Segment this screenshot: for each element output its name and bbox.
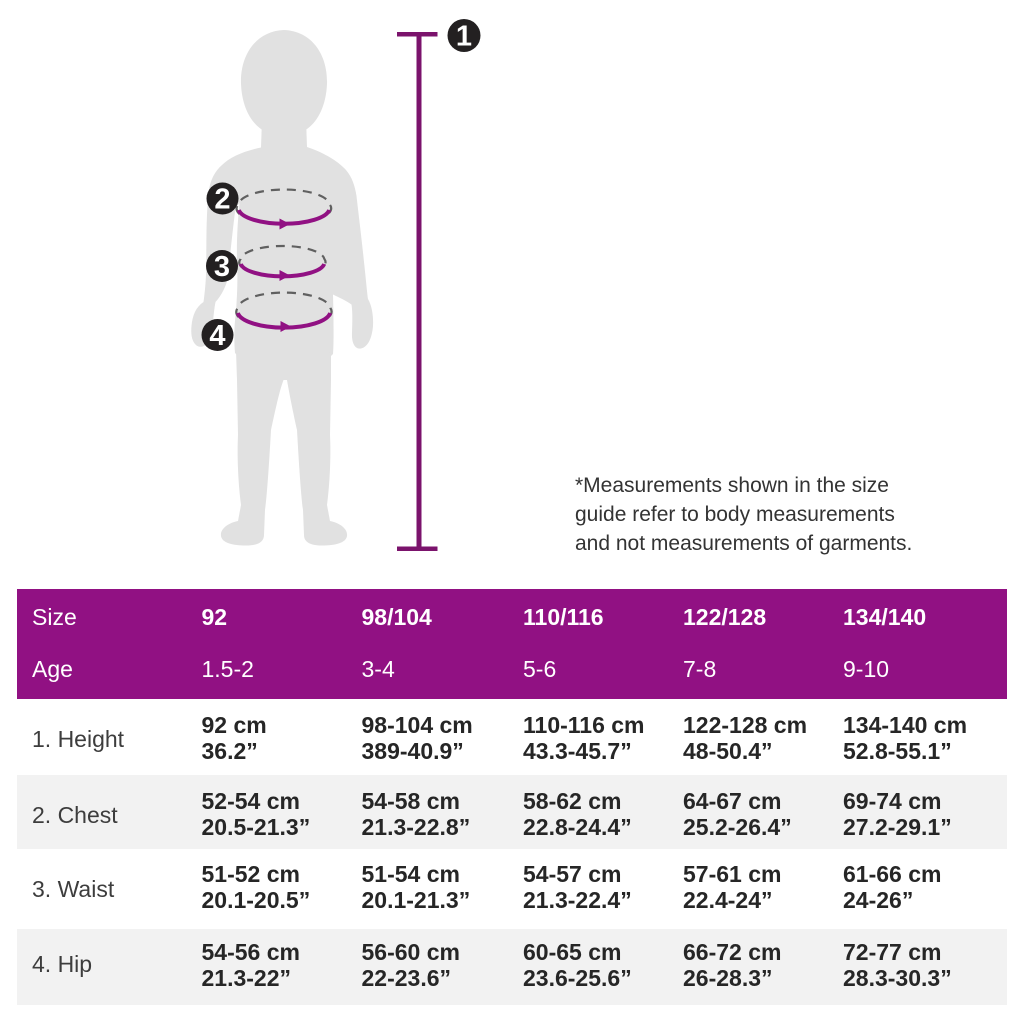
svg-text:2: 2	[214, 184, 230, 216]
svg-text:3: 3	[214, 251, 230, 283]
svg-text:4: 4	[209, 320, 225, 352]
svg-text:1: 1	[456, 21, 472, 53]
